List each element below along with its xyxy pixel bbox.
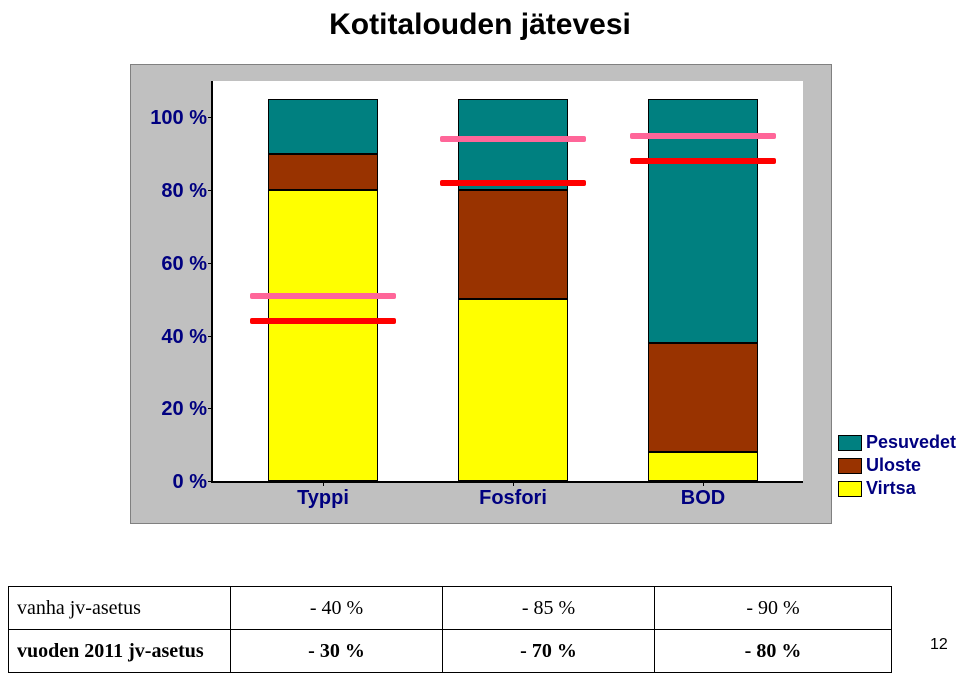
row-value: - 85 % bbox=[443, 587, 655, 630]
legend-item: Uloste bbox=[838, 455, 956, 476]
y-tick-label: 0 % bbox=[173, 471, 207, 494]
segment-uloste bbox=[268, 154, 378, 190]
legend-swatch bbox=[838, 481, 862, 497]
legend-label: Virtsa bbox=[866, 478, 916, 499]
table-row: vanha jv-asetus- 40 %- 85 %- 90 % bbox=[9, 587, 892, 630]
y-tick bbox=[208, 481, 213, 482]
threshold-line-red bbox=[250, 318, 396, 324]
bar-typpi bbox=[268, 81, 378, 481]
row-label: vanha jv-asetus bbox=[9, 587, 231, 630]
x-tick bbox=[703, 481, 704, 486]
x-tick-label: BOD bbox=[681, 487, 725, 510]
legend-swatch bbox=[838, 458, 862, 474]
y-tick bbox=[208, 263, 213, 264]
y-tick bbox=[208, 190, 213, 191]
bar-bod bbox=[648, 81, 758, 481]
y-tick-label: 20 % bbox=[161, 398, 207, 421]
y-tick-label: 60 % bbox=[161, 253, 207, 276]
data-table: vanha jv-asetus- 40 %- 85 %- 90 %vuoden … bbox=[8, 586, 892, 673]
segment-pesuvedet bbox=[458, 99, 568, 190]
segment-pesuvedet bbox=[268, 99, 378, 154]
segment-virtsa bbox=[458, 299, 568, 481]
legend-item: Pesuvedet bbox=[838, 432, 956, 453]
threshold-line-pink bbox=[250, 293, 396, 299]
plot-area: 0 %20 %40 %60 %80 %100 %TyppiFosforiBOD bbox=[211, 81, 803, 483]
page-title: Kotitalouden jätevesi bbox=[0, 8, 960, 42]
row-value: - 80 % bbox=[655, 630, 892, 673]
y-tick-label: 100 % bbox=[150, 107, 207, 130]
segment-virtsa bbox=[648, 452, 758, 481]
legend-label: Uloste bbox=[866, 455, 921, 476]
threshold-line-pink bbox=[440, 136, 586, 142]
y-tick bbox=[208, 117, 213, 118]
y-tick-label: 80 % bbox=[161, 180, 207, 203]
x-tick bbox=[513, 481, 514, 486]
x-tick-label: Fosfori bbox=[479, 487, 547, 510]
threshold-line-pink bbox=[630, 133, 776, 139]
threshold-line-red bbox=[440, 180, 586, 186]
y-tick bbox=[208, 336, 213, 337]
x-tick-label: Typpi bbox=[297, 487, 349, 510]
chart-area: 0 % 20 % 40 % 60 % 80 % 100 % Typpi Fosfori BOD bbox=[130, 64, 832, 524]
segment-uloste bbox=[458, 190, 568, 299]
segment-uloste bbox=[648, 343, 758, 452]
row-value: - 90 % bbox=[655, 587, 892, 630]
page-number: 12 bbox=[930, 636, 948, 654]
threshold-line-red bbox=[630, 158, 776, 164]
row-value: - 70 % bbox=[443, 630, 655, 673]
y-tick bbox=[208, 408, 213, 409]
legend-label: Pesuvedet bbox=[866, 432, 956, 453]
legend-item: Virtsa bbox=[838, 478, 956, 499]
y-tick-label: 40 % bbox=[161, 326, 207, 349]
segment-virtsa bbox=[268, 190, 378, 481]
legend: PesuvedetUlosteVirtsa bbox=[838, 430, 956, 501]
row-label: vuoden 2011 jv-asetus bbox=[9, 630, 231, 673]
x-tick bbox=[323, 481, 324, 486]
row-value: - 40 % bbox=[231, 587, 443, 630]
table-row: vuoden 2011 jv-asetus- 30 %- 70 %- 80 % bbox=[9, 630, 892, 673]
row-value: - 30 % bbox=[231, 630, 443, 673]
legend-swatch bbox=[838, 435, 862, 451]
